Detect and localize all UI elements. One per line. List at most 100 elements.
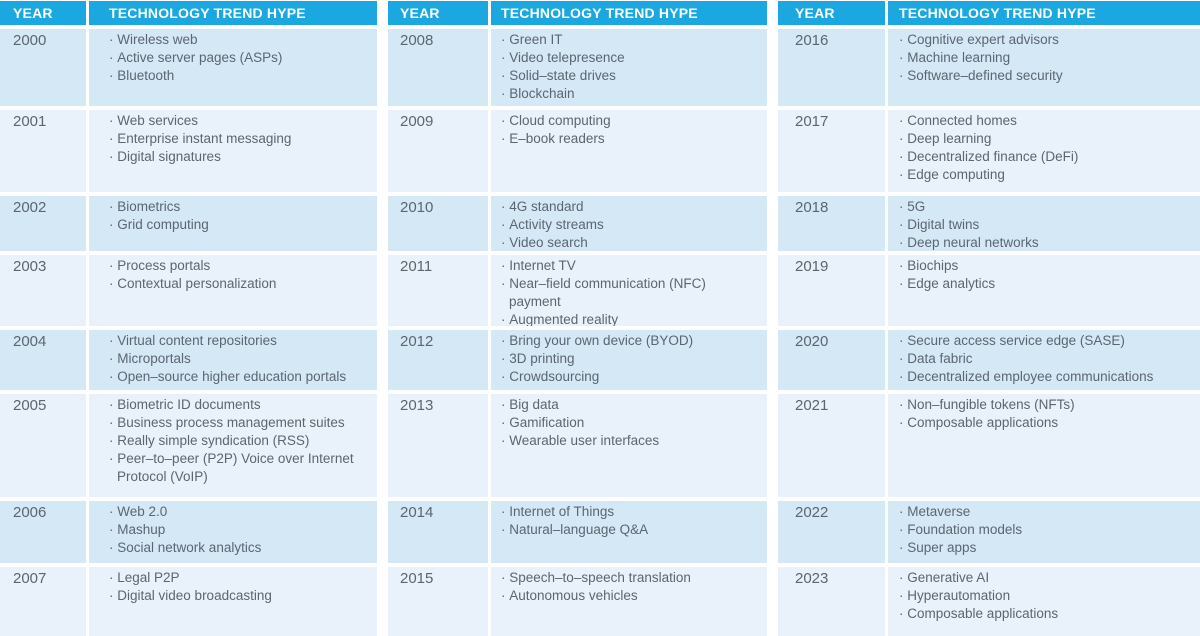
trend-cell: · Connected homes · Deep learning · Decent… (888, 110, 1200, 192)
trend-item: · Biometrics (109, 198, 369, 216)
trend-item: · Enterprise instant messaging (109, 130, 369, 148)
trend-item: · Generative AI (899, 569, 1192, 587)
bullet-marker: · (109, 451, 114, 466)
year-cell: 2007 (0, 567, 86, 636)
trend-cell: · Speech–to–speech translation · Autonomo… (491, 567, 767, 636)
trend-item: · Grid computing (109, 216, 369, 234)
trend-item-text: Natural–language Q&A (509, 522, 649, 537)
trend-item: · Internet TV (501, 257, 759, 275)
bullet-marker: · (109, 504, 114, 519)
year-cell: 2003 (0, 255, 86, 326)
trend-item-text: Internet of Things (509, 504, 615, 519)
trend-item-text: Software–defined security (907, 68, 1063, 83)
trend-item-text: Foundation models (907, 522, 1023, 537)
year-cell: 2017 (778, 110, 885, 192)
bullet-marker: · (899, 588, 904, 603)
trend-cell: · Web 2.0 · Mashup · Social network analyt… (89, 501, 377, 563)
trend-item-text: Web services (117, 113, 199, 128)
trend-item-text: Data fabric (907, 351, 973, 366)
bullet-marker: · (501, 86, 506, 101)
trend-cell: · Secure access service edge (SASE) · Dat… (888, 330, 1200, 390)
trend-cell: · Legal P2P · Digital video broadcasting (89, 567, 377, 636)
trend-item: · Composable applications (899, 605, 1192, 623)
trend-item-text: Super apps (907, 540, 977, 555)
bullet-marker: · (501, 570, 506, 585)
year-cell: 2014 (388, 501, 488, 563)
bullet-marker: · (501, 68, 506, 83)
trend-item-text: Bluetooth (117, 68, 175, 83)
bullet-marker: · (109, 276, 114, 291)
bullet-marker: · (109, 113, 114, 128)
year-column-header: YEAR (778, 1, 885, 25)
trend-item: · 5G (899, 198, 1192, 216)
trend-item: · Software–defined security (899, 67, 1192, 85)
group-divider (767, 1, 778, 636)
trend-item-text: Digital signatures (117, 149, 221, 164)
trend-item-text: Biometric ID documents (117, 397, 261, 412)
bullet-marker: · (501, 351, 506, 366)
trend-item: · Machine learning (899, 49, 1192, 67)
trend-item: · Edge computing (899, 166, 1192, 184)
trend-item: · Near–field communication (NFC) payment (501, 275, 759, 311)
bullet-marker: · (109, 258, 114, 273)
trend-cell: · Internet TV · Near–field communication … (491, 255, 767, 326)
trend-item: · Green IT (501, 31, 759, 49)
trend-item: · Composable applications (899, 414, 1192, 432)
trend-item-text: Solid–state drives (509, 68, 616, 83)
bullet-marker: · (501, 522, 506, 537)
bullet-marker: · (501, 397, 506, 412)
bullet-marker: · (109, 433, 114, 448)
year-cell: 2013 (388, 394, 488, 497)
trend-item: · Non–fungible tokens (NFTs) (899, 396, 1192, 414)
trend-item-text: Machine learning (907, 50, 1011, 65)
trend-item-text: Gamification (509, 415, 585, 430)
trend-item-text: Legal P2P (117, 570, 180, 585)
bullet-marker: · (899, 149, 904, 164)
bullet-marker: · (501, 312, 506, 326)
trend-cell: · Biometrics · Grid computing (89, 196, 377, 251)
bullet-marker: · (899, 369, 904, 384)
trend-item-text: Bring your own device (BYOD) (509, 333, 694, 348)
trend-item: · Augmented reality (501, 311, 759, 326)
trend-column-header: TECHNOLOGY TREND HYPE (888, 1, 1200, 25)
trend-item-text: Decentralized employee communications (907, 369, 1154, 384)
trend-cell: · Wireless web · Active server pages (ASP… (89, 29, 377, 106)
column-group-2: YEAR TECHNOLOGY TREND HYPE 2008 · Green IT ·… (388, 1, 767, 636)
trend-item-text: Edge analytics (907, 276, 996, 291)
bullet-marker: · (899, 68, 904, 83)
trend-item: · Social network analytics (109, 539, 369, 557)
trend-item-text: Business process management suites (117, 415, 345, 430)
trend-item-text: Wearable user interfaces (509, 433, 660, 448)
trend-item: · E–book readers (501, 130, 759, 148)
bullet-marker: · (501, 217, 506, 232)
trend-item: · Crowdsourcing (501, 368, 759, 386)
trend-item-text: Web 2.0 (117, 504, 168, 519)
year-cell: 2002 (0, 196, 86, 251)
trend-item: · Cognitive expert advisors (899, 31, 1192, 49)
bullet-marker: · (899, 540, 904, 555)
trend-item-text: 4G standard (509, 199, 584, 214)
trend-item-text: Blockchain (509, 86, 575, 101)
trend-item: · Legal P2P (109, 569, 369, 587)
bullet-marker: · (501, 415, 506, 430)
trend-item: · Internet of Things (501, 503, 759, 521)
trend-item: · Business process management suites (109, 414, 369, 432)
bullet-marker: · (899, 131, 904, 146)
trend-item-text: Digital twins (907, 217, 980, 232)
trend-cell: · Biochips · Edge analytics (888, 255, 1200, 326)
trend-item: · Super apps (899, 539, 1192, 557)
trend-item: · Deep learning (899, 130, 1192, 148)
year-cell: 2008 (388, 29, 488, 106)
year-cell: 2001 (0, 110, 86, 192)
trend-item-text: E–book readers (509, 131, 605, 146)
bullet-marker: · (109, 149, 114, 164)
year-cell: 2022 (778, 501, 885, 563)
trend-item-text: Edge computing (907, 167, 1005, 182)
trend-item-text: Microportals (117, 351, 191, 366)
bullet-marker: · (501, 588, 506, 603)
trend-cell: · Web services · Enterprise instant messa… (89, 110, 377, 192)
trend-item: · Digital video broadcasting (109, 587, 369, 605)
trend-item: · Autonomous vehicles (501, 587, 759, 605)
trend-item: · Microportals (109, 350, 369, 368)
